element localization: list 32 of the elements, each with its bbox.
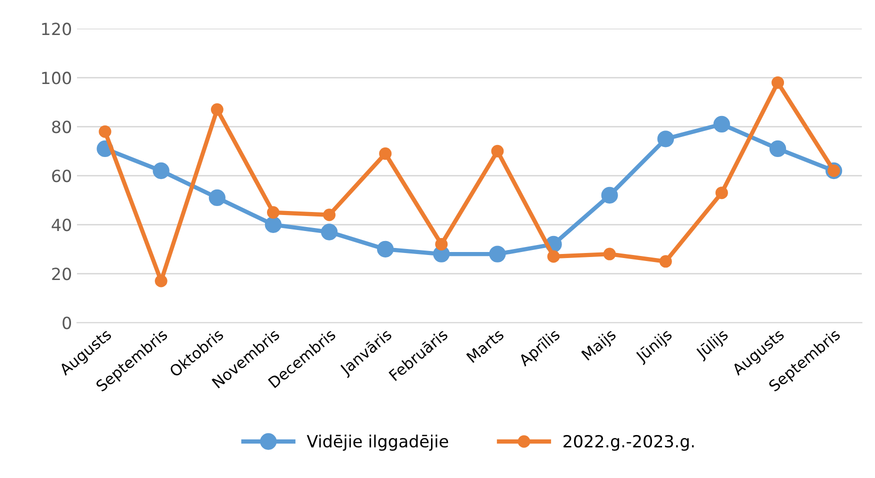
y-tick-label: 120: [42, 22, 72, 36]
point: [601, 186, 618, 204]
legend-label: Vidējie ilggadējie: [306, 434, 448, 451]
point: [379, 147, 392, 160]
y-tick-label: 100: [42, 72, 72, 84]
point: [152, 162, 170, 180]
point: [377, 240, 394, 258]
y-tick-label: 20: [52, 268, 72, 280]
point: [489, 246, 506, 262]
point: [603, 248, 616, 260]
y-tick-label: 40: [52, 218, 72, 232]
point: [320, 224, 338, 240]
point: [715, 186, 728, 200]
point: [547, 250, 560, 263]
point: [208, 189, 226, 206]
point: [323, 208, 336, 222]
point: [266, 206, 280, 219]
point: [657, 130, 674, 148]
point: [154, 274, 168, 288]
point: [713, 116, 730, 133]
y-tick-label: 80: [52, 120, 72, 134]
point: [772, 76, 784, 89]
y-tick-label: 0: [62, 316, 72, 330]
y-tick-label: 60: [52, 170, 72, 182]
point: [659, 255, 672, 268]
point: [210, 103, 224, 116]
point: [435, 238, 448, 251]
point: [98, 125, 112, 138]
point: [769, 140, 786, 158]
point: [264, 216, 282, 233]
point: [491, 144, 504, 158]
legend-label: 2022.g.-2023.g.: [564, 434, 694, 451]
